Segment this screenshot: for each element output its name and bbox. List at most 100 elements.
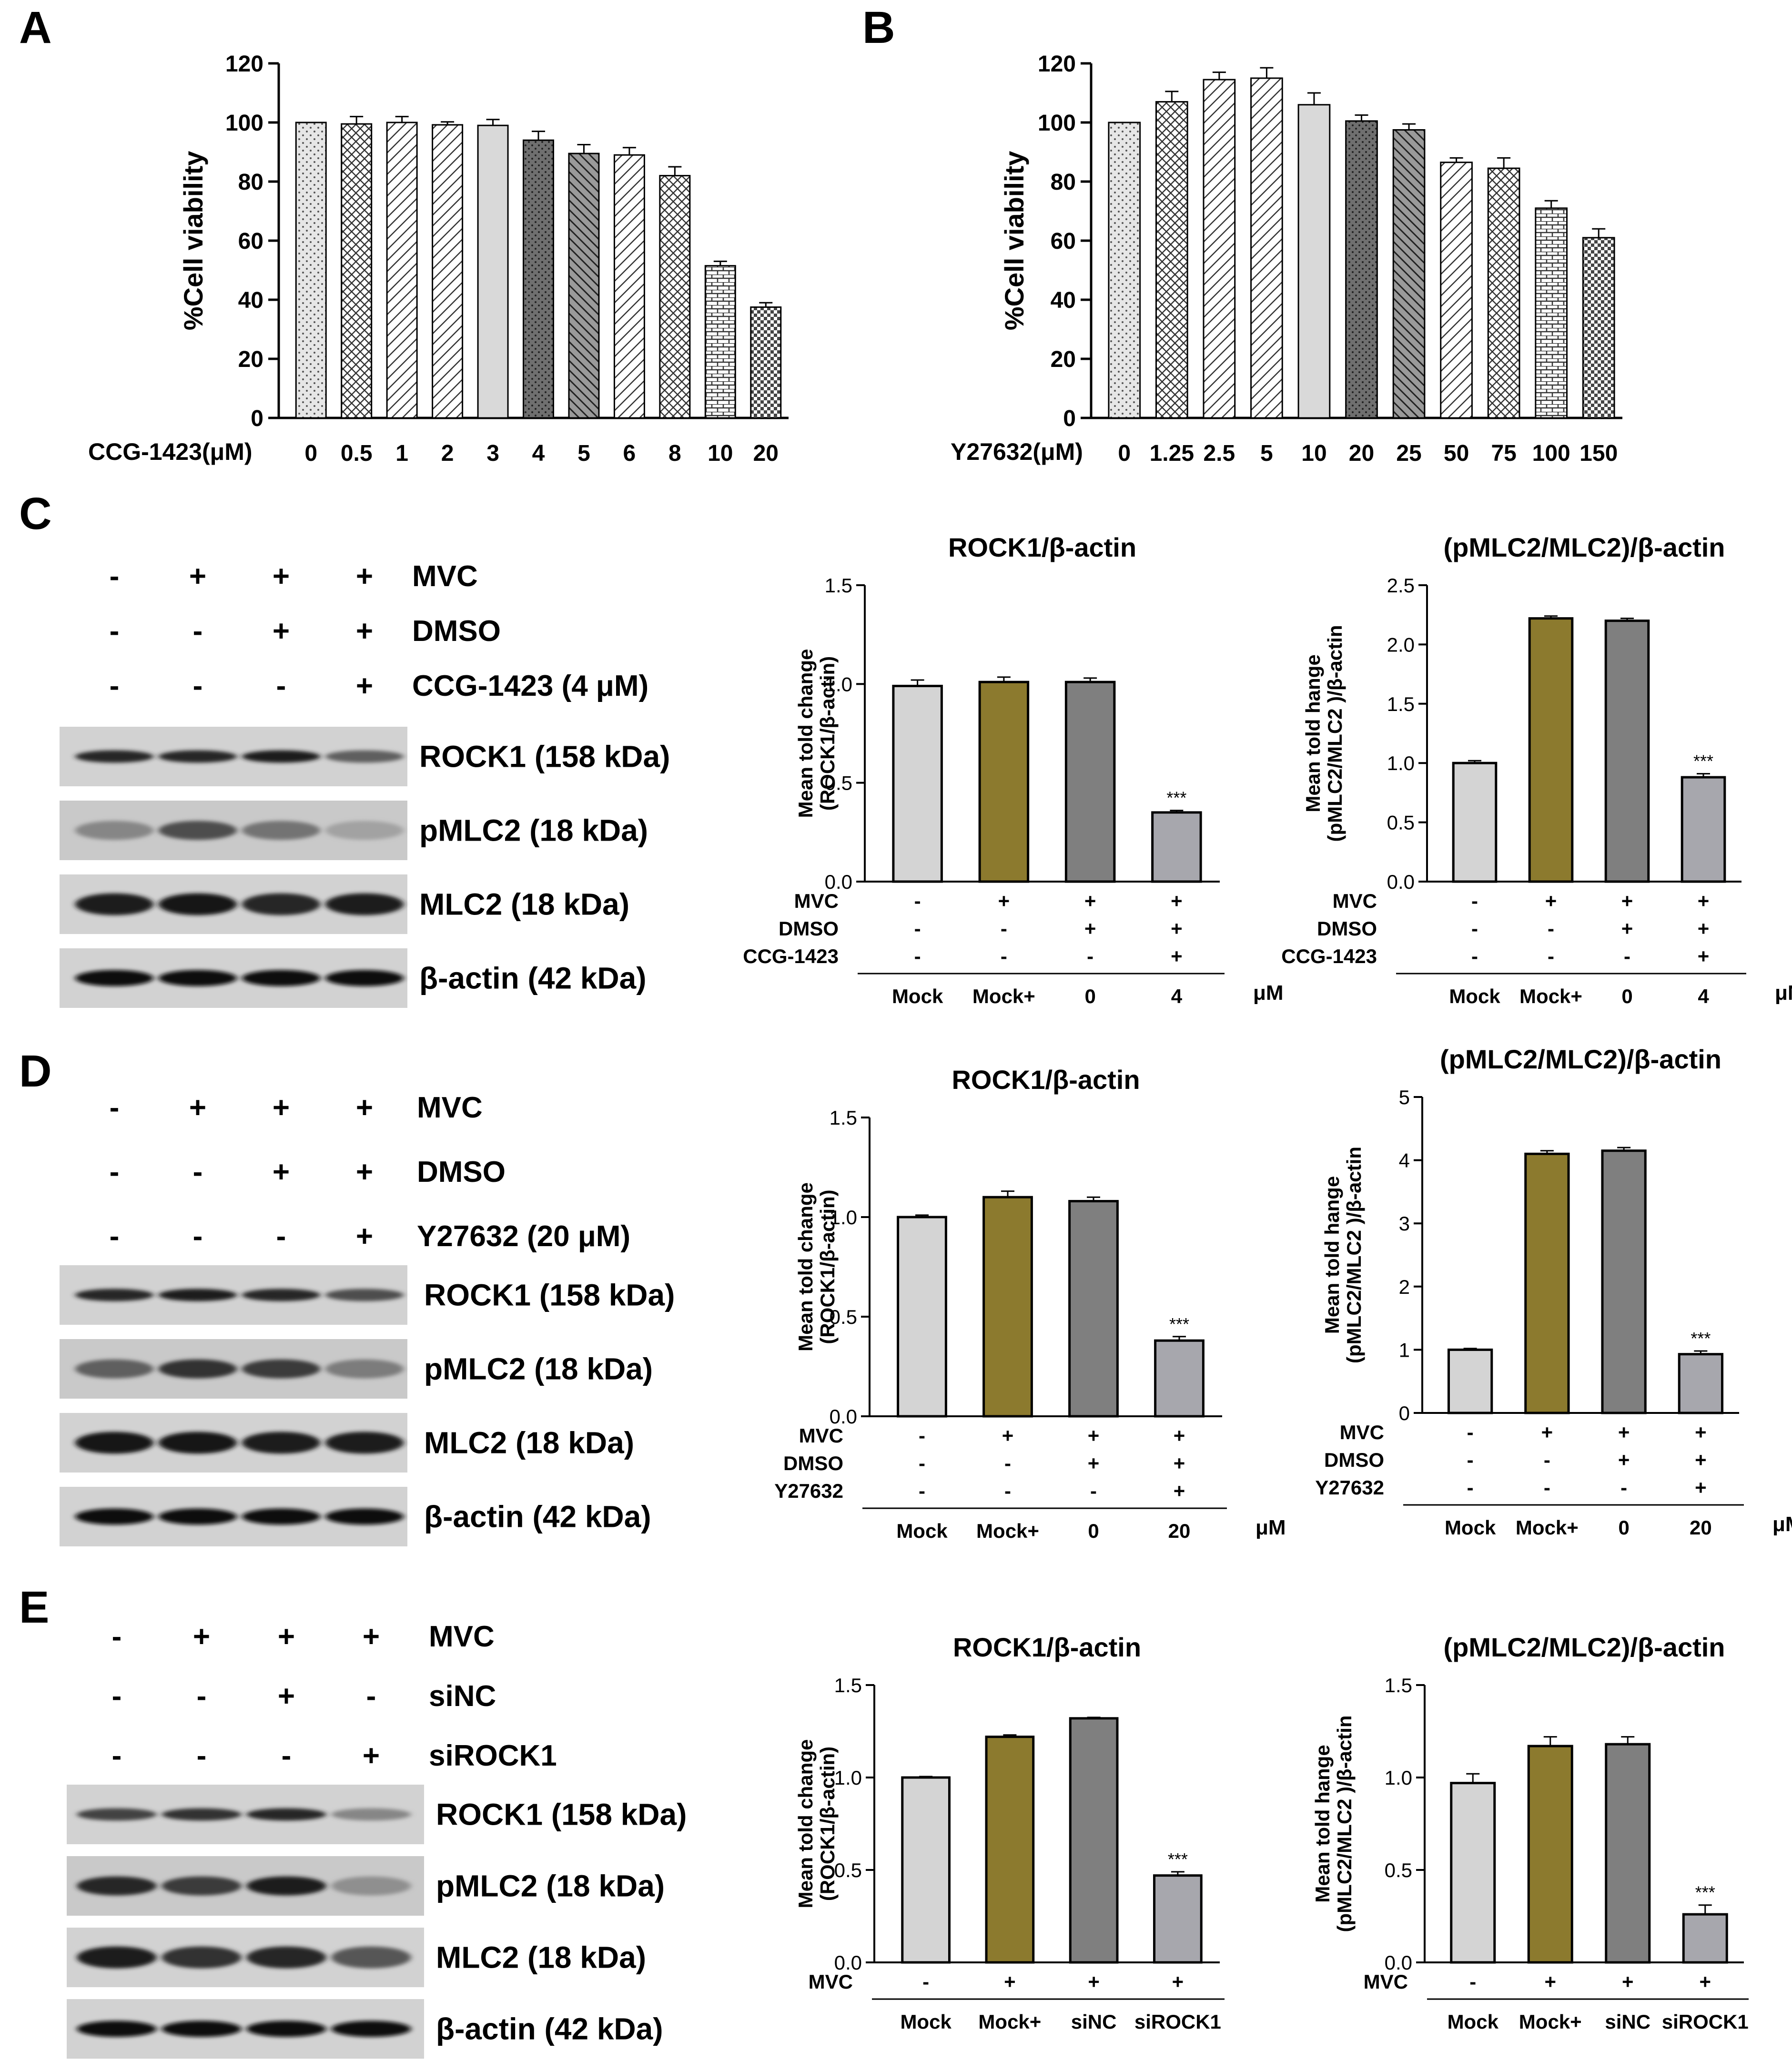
y-tick-label: 0 bbox=[1399, 1402, 1410, 1424]
category-label: Mock+ bbox=[1519, 2011, 1582, 2033]
condition-sign: - bbox=[1620, 1476, 1627, 1499]
protein-band bbox=[325, 970, 404, 986]
y-axis-label: Mean told hange bbox=[1321, 1176, 1343, 1334]
treatment-sign: - bbox=[110, 615, 120, 648]
chart-b-xlabel: Y27632(μM) bbox=[951, 438, 1083, 465]
category-label: Mock+ bbox=[1519, 985, 1582, 1007]
condition-sign: + bbox=[1621, 917, 1633, 940]
condition-sign: + bbox=[1698, 917, 1710, 940]
x-tick-label: 3 bbox=[486, 441, 499, 466]
condition-sign: + bbox=[1618, 1449, 1630, 1471]
y-tick-label: 0.5 bbox=[1387, 812, 1415, 834]
treatment-sign: + bbox=[363, 1620, 380, 1653]
y-tick-label: 5 bbox=[1399, 1086, 1410, 1108]
bar bbox=[1064, 681, 1116, 883]
y-tick-label: 120 bbox=[1038, 51, 1076, 77]
protein-band bbox=[77, 1808, 157, 1821]
condition-sign: - bbox=[1548, 917, 1554, 940]
y-tick-label: 0.0 bbox=[830, 1405, 857, 1428]
category-label: siNC bbox=[1071, 2011, 1117, 2033]
category-label: Mock+ bbox=[972, 985, 1035, 1007]
condition-sign: - bbox=[1471, 917, 1478, 940]
bar bbox=[1524, 1152, 1570, 1414]
protein-band bbox=[325, 821, 404, 840]
protein-band bbox=[325, 1289, 404, 1301]
y-tick-label: 1.5 bbox=[830, 1107, 857, 1129]
condition-sign: - bbox=[914, 890, 921, 912]
x-tick-label: 100 bbox=[1532, 441, 1570, 466]
chart-title: ROCK1/β-actin bbox=[948, 532, 1136, 562]
bar bbox=[1250, 77, 1283, 419]
treatment-sign: - bbox=[197, 1739, 207, 1772]
condition-sign: - bbox=[1001, 917, 1007, 940]
chart-title: (pMLC2/MLC2)/β-actin bbox=[1443, 532, 1725, 562]
x-tick-label: 20 bbox=[753, 441, 779, 466]
category-label: 0 bbox=[1088, 1520, 1099, 1542]
y-tick-label: 0.0 bbox=[825, 871, 852, 893]
y-tick-label: 40 bbox=[238, 288, 263, 313]
y-tick-label: 0.0 bbox=[834, 1951, 862, 1974]
bar bbox=[1678, 1353, 1724, 1414]
treatment-sign: + bbox=[356, 670, 373, 702]
condition-sign: + bbox=[1171, 917, 1183, 940]
category-label: 0 bbox=[1084, 985, 1095, 1007]
condition-sign: - bbox=[1471, 945, 1478, 967]
y-axis-label: (ROCK1/β-actin) bbox=[816, 1189, 839, 1344]
treatment-sign: - bbox=[110, 1220, 120, 1253]
band-label: pMLC2 (18 kDa) bbox=[424, 1352, 653, 1386]
unit-label: μM bbox=[1772, 1513, 1792, 1536]
condition-sign: - bbox=[1004, 1480, 1011, 1502]
quant-chart-c-rock1: ROCK1/β-actin Mean told change (ROCK1/β-ac… bbox=[743, 532, 1283, 1007]
condition-sign: + bbox=[1174, 1480, 1185, 1502]
condition-sign: + bbox=[1695, 1476, 1707, 1499]
protein-band bbox=[75, 970, 154, 986]
protein-band bbox=[77, 2021, 157, 2037]
condition-sign: - bbox=[1469, 1970, 1476, 1993]
treatment-sign: + bbox=[356, 1156, 373, 1188]
condition-sign: + bbox=[1088, 1970, 1100, 1993]
protein-band bbox=[331, 1808, 411, 1821]
category-label: Mock bbox=[892, 985, 943, 1007]
band-label: β-actin (42 kDa) bbox=[424, 1500, 651, 1534]
condition-sign: + bbox=[1084, 917, 1096, 940]
treatment-sign: + bbox=[273, 615, 290, 648]
treatment-label: CCG-1423 (4 μM) bbox=[412, 670, 648, 702]
y-tick-label: 0.5 bbox=[834, 1859, 862, 1881]
category-label: Mock bbox=[900, 2011, 952, 2033]
condition-sign: - bbox=[1471, 890, 1478, 912]
category-label: 4 bbox=[1698, 985, 1709, 1007]
category-label: 0 bbox=[1618, 1516, 1629, 1539]
treatment-sign: + bbox=[193, 1620, 210, 1653]
protein-band bbox=[75, 893, 154, 915]
protein-band bbox=[242, 1432, 321, 1454]
condition-sign: - bbox=[914, 917, 921, 940]
blot-panel-d: - + + + MVC - - + + DMSO - - - + Y27632 (20 μM) ROCK1 (… bbox=[60, 1091, 675, 1546]
protein-band bbox=[331, 1946, 411, 1969]
condition-sign: + bbox=[1541, 1421, 1553, 1443]
y-tick-label: 1.5 bbox=[825, 574, 852, 597]
x-tick-label: 5 bbox=[1260, 441, 1273, 466]
category-label: Mock bbox=[1449, 985, 1500, 1007]
condition-label: DMSO bbox=[783, 1452, 843, 1474]
condition-sign: + bbox=[1695, 1421, 1707, 1443]
treatment-sign: + bbox=[356, 1091, 373, 1124]
treatment-label: MVC bbox=[429, 1620, 495, 1653]
condition-label: MVC bbox=[1333, 890, 1377, 912]
unit-label: μM bbox=[1253, 981, 1284, 1005]
category-label: Mock bbox=[896, 1520, 948, 1542]
band-label: pMLC2 (18 kDa) bbox=[436, 1869, 665, 1903]
y-axis-label: Mean told change bbox=[794, 1739, 817, 1909]
y-tick-label: 1.5 bbox=[834, 1674, 862, 1696]
band-label: ROCK1 (158 kDa) bbox=[436, 1798, 687, 1832]
y-tick-label: 60 bbox=[238, 229, 263, 254]
x-tick-label: 10 bbox=[708, 441, 733, 466]
protein-band bbox=[75, 821, 154, 840]
condition-label: DMSO bbox=[779, 917, 839, 940]
condition-sign: + bbox=[1004, 1970, 1016, 1993]
quant-chart-c-pmlc2: (pMLC2/MLC2)/β-actin Mean told hange (pMLC… bbox=[1281, 532, 1792, 1007]
condition-label: CCG-1423 bbox=[743, 945, 839, 967]
protein-band bbox=[162, 1946, 242, 1969]
protein-band bbox=[246, 1876, 326, 1896]
bar bbox=[1154, 1339, 1205, 1418]
